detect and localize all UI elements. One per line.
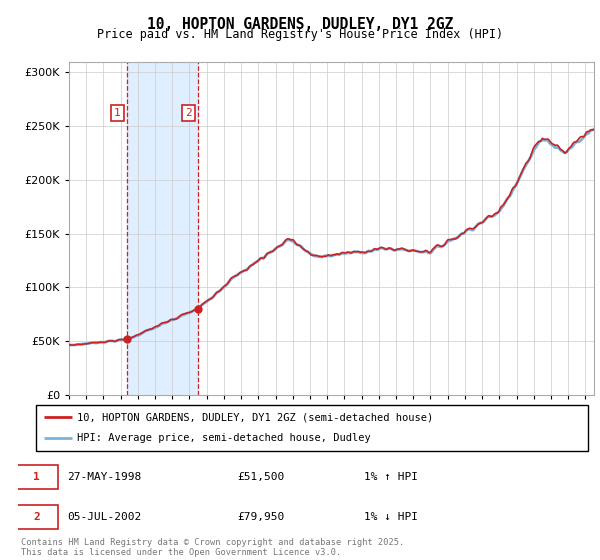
Text: 1: 1: [34, 472, 40, 482]
Text: 2: 2: [34, 512, 40, 522]
Text: 1% ↑ HPI: 1% ↑ HPI: [364, 472, 418, 482]
Text: 10, HOPTON GARDENS, DUDLEY, DY1 2GZ: 10, HOPTON GARDENS, DUDLEY, DY1 2GZ: [147, 17, 453, 32]
Text: 2: 2: [185, 108, 192, 118]
Text: 1: 1: [114, 108, 121, 118]
Text: 27-MAY-1998: 27-MAY-1998: [67, 472, 141, 482]
Text: £51,500: £51,500: [237, 472, 284, 482]
Text: Contains HM Land Registry data © Crown copyright and database right 2025.
This d: Contains HM Land Registry data © Crown c…: [21, 538, 404, 557]
Bar: [127, 62, 198, 395]
FancyBboxPatch shape: [15, 465, 58, 489]
Text: 05-JUL-2002: 05-JUL-2002: [67, 512, 141, 522]
Text: £79,950: £79,950: [237, 512, 284, 522]
FancyBboxPatch shape: [15, 505, 58, 529]
FancyBboxPatch shape: [36, 405, 588, 451]
Text: HPI: Average price, semi-detached house, Dudley: HPI: Average price, semi-detached house,…: [77, 433, 371, 444]
Text: 1% ↓ HPI: 1% ↓ HPI: [364, 512, 418, 522]
Text: 10, HOPTON GARDENS, DUDLEY, DY1 2GZ (semi-detached house): 10, HOPTON GARDENS, DUDLEY, DY1 2GZ (sem…: [77, 412, 434, 422]
Text: Price paid vs. HM Land Registry's House Price Index (HPI): Price paid vs. HM Land Registry's House …: [97, 28, 503, 41]
